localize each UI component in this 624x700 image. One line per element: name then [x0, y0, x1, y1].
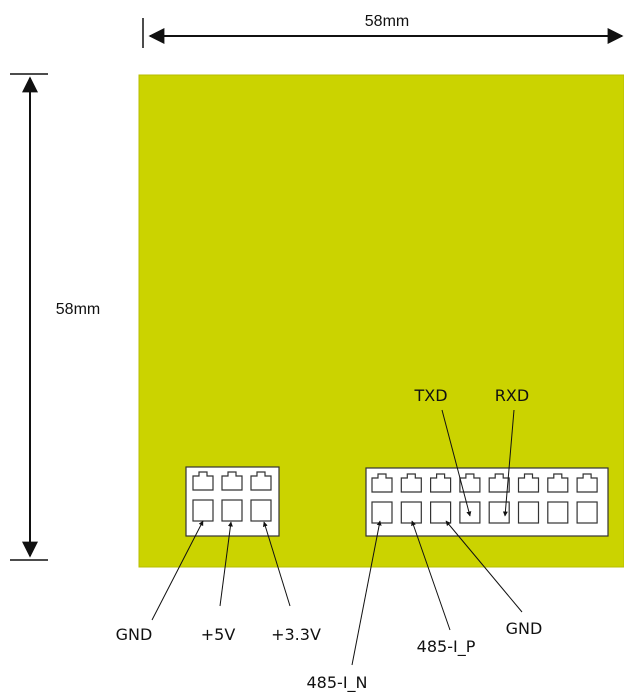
height-dimension: 58mm	[10, 73, 100, 561]
signal-pin-top-8	[576, 473, 598, 493]
label-txd: TXD	[413, 386, 447, 405]
signal-pin-bottom-1	[371, 501, 393, 524]
signal-pin-top-3	[430, 473, 452, 493]
label-rxd: RXD	[495, 386, 529, 405]
label-5v: +5V	[201, 625, 236, 644]
width-dimension: 58mm	[142, 13, 624, 48]
power-pin-bottom-3	[250, 499, 272, 522]
label-3v3: +3.3V	[271, 625, 321, 644]
power-pin-top-3	[250, 471, 272, 491]
leader-rxd	[502, 409, 515, 517]
power-pin-bottom-2	[221, 499, 243, 522]
leader-485-p	[411, 520, 451, 631]
height-label: 58mm	[56, 301, 100, 318]
power-pin-top-1	[192, 471, 214, 491]
label-485-n: 485-I_N	[307, 673, 368, 693]
leader-gnd-right	[445, 520, 523, 613]
label-gnd-right: GND	[506, 619, 543, 638]
width-label: 58mm	[365, 13, 409, 30]
leader-3v3	[262, 521, 291, 607]
signal-pin-top-5	[488, 473, 510, 493]
signal-pin-top-6	[517, 473, 540, 493]
pin-labels: GND +5V +3.3V TXD RXD 485-I_N 485-I_P GN…	[116, 386, 543, 693]
leader-txd	[441, 409, 472, 517]
signal-connector	[365, 467, 609, 537]
label-485-p: 485-I_P	[417, 637, 476, 657]
signal-pin-bottom-4	[459, 501, 481, 524]
leader-485-n	[351, 520, 382, 666]
label-gnd-left: GND	[116, 625, 153, 644]
signal-pin-bottom-3	[430, 501, 452, 524]
signal-pin-bottom-2	[400, 501, 422, 524]
signal-pin-bottom-5	[488, 501, 510, 524]
signal-pin-bottom-7	[547, 501, 569, 524]
signal-pin-top-1	[371, 473, 393, 493]
signal-pin-bottom-6	[517, 501, 540, 524]
leader-5v	[219, 521, 233, 607]
signal-pin-bottom-8	[576, 501, 598, 524]
power-pin-bottom-1	[192, 499, 214, 522]
signal-pin-top-2	[400, 473, 422, 493]
leader-lines	[151, 409, 523, 666]
leader-gnd-left	[151, 520, 204, 621]
signal-pin-top-4	[459, 473, 481, 493]
signal-pin-top-7	[547, 473, 569, 493]
power-pin-top-2	[221, 471, 243, 491]
